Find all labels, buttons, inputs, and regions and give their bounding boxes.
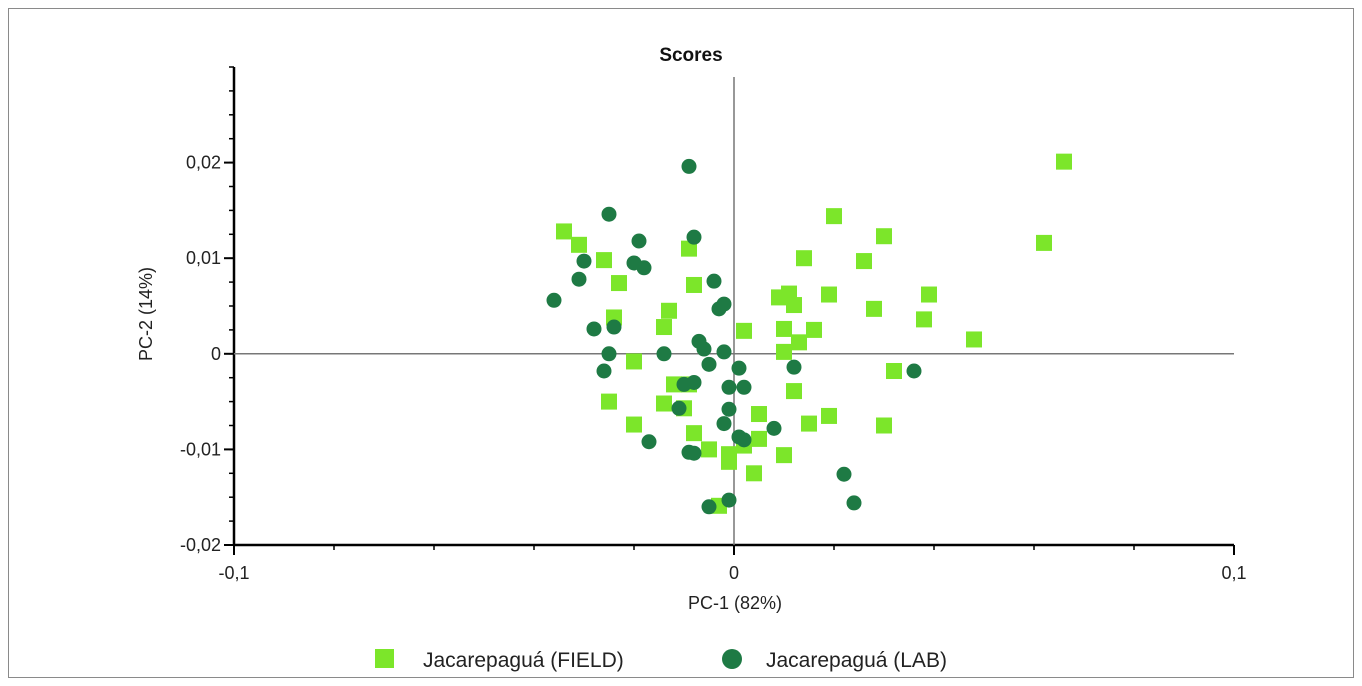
point-lab: [641, 434, 657, 450]
point-lab: [686, 374, 702, 390]
point-field: [786, 297, 802, 314]
y-tick-label: 0,02: [186, 153, 221, 173]
legend-marker-field: [375, 649, 394, 668]
point-field: [1056, 153, 1072, 170]
point-field: [751, 406, 767, 423]
point-field: [786, 383, 802, 400]
point-lab: [846, 495, 862, 511]
data-points: [546, 153, 1072, 515]
y-axis-title: PC-2 (14%): [136, 267, 156, 361]
point-field: [656, 319, 672, 336]
point-lab: [656, 346, 672, 362]
x-tick-label: 0,1: [1221, 563, 1246, 583]
point-field: [801, 415, 817, 432]
point-field: [556, 223, 572, 240]
point-field: [721, 446, 737, 463]
point-lab: [681, 158, 697, 174]
point-field: [821, 286, 837, 303]
point-lab: [721, 492, 737, 508]
point-lab: [601, 206, 617, 222]
point-field: [751, 430, 767, 447]
point-field: [776, 343, 792, 360]
point-lab: [606, 319, 622, 335]
y-tick-label: 0,01: [186, 248, 221, 268]
legend-label-lab: Jacarepaguá (LAB): [766, 649, 947, 672]
point-field: [601, 393, 617, 410]
point-field: [876, 417, 892, 434]
x-tick-label: -0,1: [218, 563, 249, 583]
point-lab: [586, 321, 602, 337]
point-field: [626, 353, 642, 370]
point-field: [776, 447, 792, 464]
point-field: [866, 300, 882, 317]
axes: 0,02 0,01 0 -0,01 -0,02 -0,1 0 0,1: [180, 66, 1247, 583]
point-lab: [696, 341, 712, 357]
point-field: [806, 321, 822, 338]
point-field: [921, 286, 937, 303]
chart-title: Scores: [659, 45, 722, 66]
point-lab: [596, 363, 612, 379]
point-field: [1036, 234, 1052, 251]
point-field: [611, 275, 627, 292]
legend-label-field: Jacarepaguá (FIELD): [423, 649, 624, 672]
point-lab: [716, 344, 732, 360]
point-lab: [786, 359, 802, 375]
point-lab: [736, 379, 752, 395]
y-tick-label: -0,01: [180, 439, 221, 459]
point-lab: [636, 260, 652, 276]
series-lab: [546, 158, 922, 515]
legend-marker-lab: [722, 649, 742, 669]
point-lab: [836, 466, 852, 482]
point-field: [656, 395, 672, 412]
point-field: [856, 253, 872, 270]
point-field: [701, 441, 717, 458]
point-field: [791, 334, 807, 351]
point-field: [736, 322, 752, 339]
legend: Jacarepaguá (FIELD) Jacarepaguá (LAB): [375, 649, 947, 672]
chart-frame: Scores 0,02 0,01 0 -0,01 -0,02 -0,1 0 0,1 PC-1 …: [8, 8, 1354, 678]
point-field: [916, 311, 932, 328]
point-lab: [906, 363, 922, 379]
point-field: [876, 228, 892, 245]
point-lab: [701, 356, 717, 372]
point-field: [966, 331, 982, 348]
point-field: [596, 252, 612, 269]
point-lab: [686, 229, 702, 245]
y-tick-label: 0: [211, 344, 221, 364]
point-lab: [576, 253, 592, 269]
point-lab: [601, 346, 617, 362]
point-field: [826, 208, 842, 225]
point-lab: [671, 400, 687, 416]
point-field: [821, 407, 837, 424]
point-field: [661, 302, 677, 319]
point-lab: [731, 360, 747, 376]
point-lab: [546, 292, 562, 308]
y-tick-label: -0,02: [180, 535, 221, 555]
point-lab: [686, 445, 702, 461]
point-lab: [766, 420, 782, 436]
point-lab: [716, 416, 732, 432]
point-lab: [721, 379, 737, 395]
point-field: [686, 425, 702, 442]
point-field: [686, 276, 702, 293]
point-field: [796, 250, 812, 267]
point-field: [746, 465, 762, 482]
point-field: [571, 236, 587, 253]
point-field: [776, 320, 792, 337]
x-tick-label: 0: [729, 563, 739, 583]
series-field: [556, 153, 1072, 514]
point-field: [626, 416, 642, 433]
point-lab: [706, 273, 722, 289]
point-field: [886, 363, 902, 380]
point-lab: [701, 499, 717, 515]
point-lab: [716, 296, 732, 312]
point-lab: [721, 401, 737, 417]
scores-chart: Scores 0,02 0,01 0 -0,01 -0,02 -0,1 0 0,1 PC-1 …: [136, 45, 1247, 672]
point-field: [681, 240, 697, 257]
x-axis-title: PC-1 (82%): [688, 593, 782, 613]
point-lab: [631, 233, 647, 249]
point-lab: [571, 271, 587, 287]
point-lab: [736, 432, 752, 448]
